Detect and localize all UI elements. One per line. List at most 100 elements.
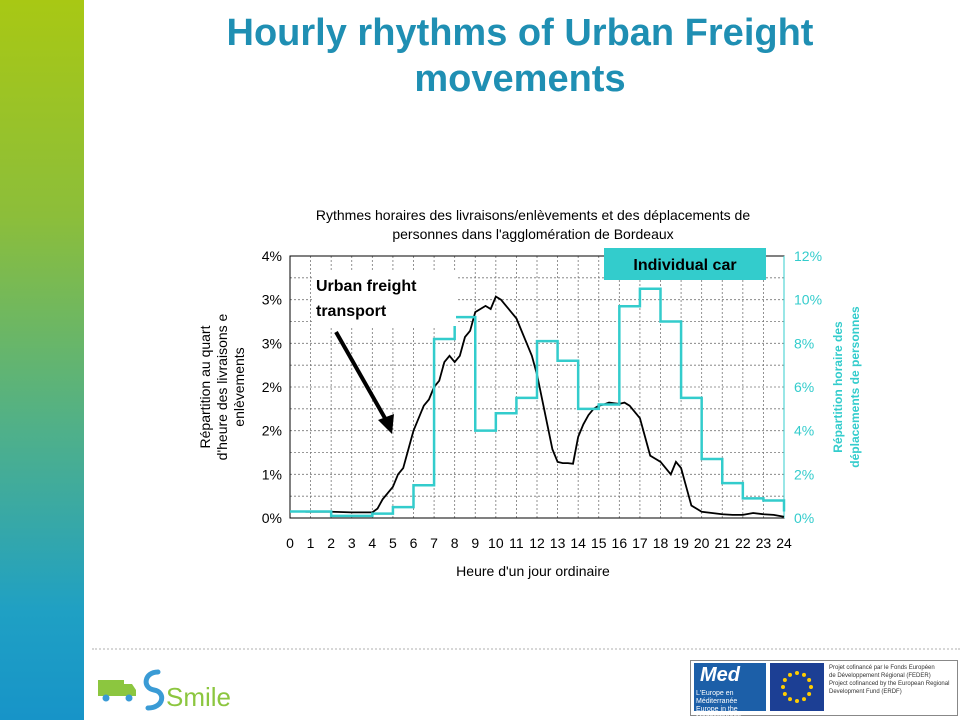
eu-text-line-2: de Développement Régional (FEDER)	[829, 673, 931, 679]
eu-star	[788, 697, 792, 702]
x-tick-label: 2	[327, 535, 335, 551]
freight-annotation: Urban freight transport	[312, 272, 456, 434]
x-tick-label: 11	[509, 535, 524, 551]
left-axis-label-line: Répartition au quart	[197, 325, 213, 448]
eu-text-line-1: Projet cofinancé par le Fonds Européen	[829, 665, 935, 671]
eu-star	[809, 685, 813, 689]
right-tick-label: 6%	[794, 379, 814, 395]
slide-title-line-2: movements	[414, 58, 626, 100]
slide-title-line-1: Hourly rhythms of Urban Freight	[226, 12, 814, 54]
smile-logo: Smile	[96, 662, 236, 714]
x-tick-label: 7	[430, 535, 438, 551]
car-annotation: Individual car	[604, 248, 766, 280]
eu-star	[802, 697, 806, 702]
left-axis-label-line: enlèvements	[231, 347, 247, 426]
right-tick-label: 8%	[794, 335, 814, 351]
x-tick-label: 1	[307, 535, 315, 551]
right-axis-label-line: Répartition horaire des	[831, 321, 845, 453]
slide-title: Hourly rhythms of Urban Freight movement…	[120, 10, 920, 102]
series-line-individual-car	[290, 287, 786, 518]
series-line-urban-freight	[305, 295, 785, 518]
x-tick-label: 10	[488, 535, 504, 551]
freight-annotation-line-2: transport	[316, 303, 387, 320]
right-tick-label: 10%	[794, 292, 822, 308]
x-tick-label: 17	[632, 535, 648, 551]
eu-text-line-4: Development Fund (ERDF)	[829, 689, 902, 695]
med-subtitle-line-1: L'Europe en Méditerranée	[696, 690, 738, 705]
left-tick-label: 3%	[262, 335, 282, 351]
x-axis-ticks: 0 1 2 3 4 5 6 7 8 9 10 11 12 13 14 15 16 17 18 19 20 21 22 23 24	[286, 535, 792, 551]
x-axis-label: Heure d'un jour ordinaire	[456, 563, 610, 579]
eu-star	[802, 672, 806, 677]
right-tick-label: 4%	[794, 423, 814, 439]
x-tick-label: 21	[714, 535, 730, 551]
left-axis-label-line: d'heure des livraisons e	[214, 313, 230, 460]
left-tick-label: 4%	[262, 248, 282, 264]
left-tick-label: 2%	[262, 379, 282, 395]
smile-logo-text: Smile	[166, 682, 231, 712]
x-tick-label: 20	[694, 535, 710, 551]
footer-dotted-divider	[92, 648, 960, 650]
med-logo-subtitle: L'Europe en Méditerranée Europe in the M…	[696, 690, 764, 722]
eu-text-line-3: Project cofinanced by the European Regio…	[829, 681, 950, 687]
left-tick-label: 3%	[262, 292, 282, 308]
eu-funding-text: Projet cofinancé par le Fonds Européen d…	[829, 664, 953, 696]
series-layer	[290, 287, 786, 518]
eu-star	[795, 671, 799, 675]
x-tick-label: 19	[673, 535, 689, 551]
x-tick-label: 4	[368, 535, 376, 551]
med-logo-text: Med	[700, 664, 740, 686]
right-axis-label-line: déplacements de personnes	[848, 306, 862, 468]
x-tick-label: 3	[348, 535, 356, 551]
freight-annotation-line-1: Urban freight	[316, 278, 417, 295]
eu-star	[782, 692, 787, 696]
x-tick-label: 6	[410, 535, 418, 551]
right-tick-label: 0%	[794, 510, 814, 526]
chart-svg: Rythmes horaires des livraisons/enlèveme…	[197, 207, 862, 579]
x-tick-label: 9	[471, 535, 479, 551]
eu-flag-icon	[770, 663, 824, 711]
left-axis-ticks: 0% 1% 2% 2% 3% 3% 4%	[262, 248, 282, 526]
x-tick-label: 0	[286, 535, 294, 551]
eu-star	[795, 699, 799, 703]
chart-title-line-1: Rythmes horaires des livraisons/enlèveme…	[316, 207, 750, 223]
x-tick-label: 8	[451, 535, 459, 551]
left-gradient-bar	[0, 0, 84, 720]
x-tick-label: 5	[389, 535, 397, 551]
x-tick-label: 16	[612, 535, 628, 551]
left-tick-label: 1%	[262, 466, 282, 482]
right-tick-label: 12%	[794, 248, 822, 264]
right-tick-label: 2%	[794, 466, 814, 482]
eu-star	[807, 692, 812, 696]
med-subtitle-line-2: Europe in the Mediterranean	[696, 706, 742, 721]
left-axis-label: Répartition au quart d'heure des livraiso…	[197, 313, 247, 460]
eu-star	[788, 672, 792, 677]
x-tick-label: 24	[776, 535, 792, 551]
x-tick-label: 22	[735, 535, 751, 551]
car-annotation-label: Individual car	[633, 257, 736, 274]
x-tick-label: 18	[653, 535, 669, 551]
med-logo	[694, 663, 766, 711]
x-tick-label: 14	[570, 535, 586, 551]
eu-star	[807, 678, 812, 682]
eu-star	[781, 685, 785, 689]
truck-icon	[98, 680, 136, 702]
chart-title-line-2: personnes dans l'agglomération de Bordea…	[392, 226, 673, 242]
left-tick-label: 2%	[262, 423, 282, 439]
smile-s-glyph	[143, 669, 165, 711]
x-tick-label: 12	[529, 535, 545, 551]
left-tick-label: 0%	[262, 510, 282, 526]
right-axis-ticks: 0% 2% 4% 6% 8% 10% 12%	[794, 248, 822, 526]
hourly-rhythm-chart: Rythmes horaires des livraisons/enlèveme…	[180, 198, 880, 588]
eu-flag-graphic	[770, 663, 824, 711]
car-annotation-box	[604, 248, 766, 280]
freight-annotation-box	[312, 272, 456, 326]
x-tick-label: 23	[756, 535, 772, 551]
x-tick-label: 15	[591, 535, 607, 551]
freight-arrow-head	[378, 414, 394, 434]
x-tick-label: 13	[550, 535, 566, 551]
right-axis-label: Répartition horaire des déplacements de p…	[831, 306, 862, 468]
smile-logo-graphic: Smile	[98, 669, 231, 712]
eu-star	[782, 678, 787, 682]
freight-arrow-shaft	[334, 331, 388, 421]
